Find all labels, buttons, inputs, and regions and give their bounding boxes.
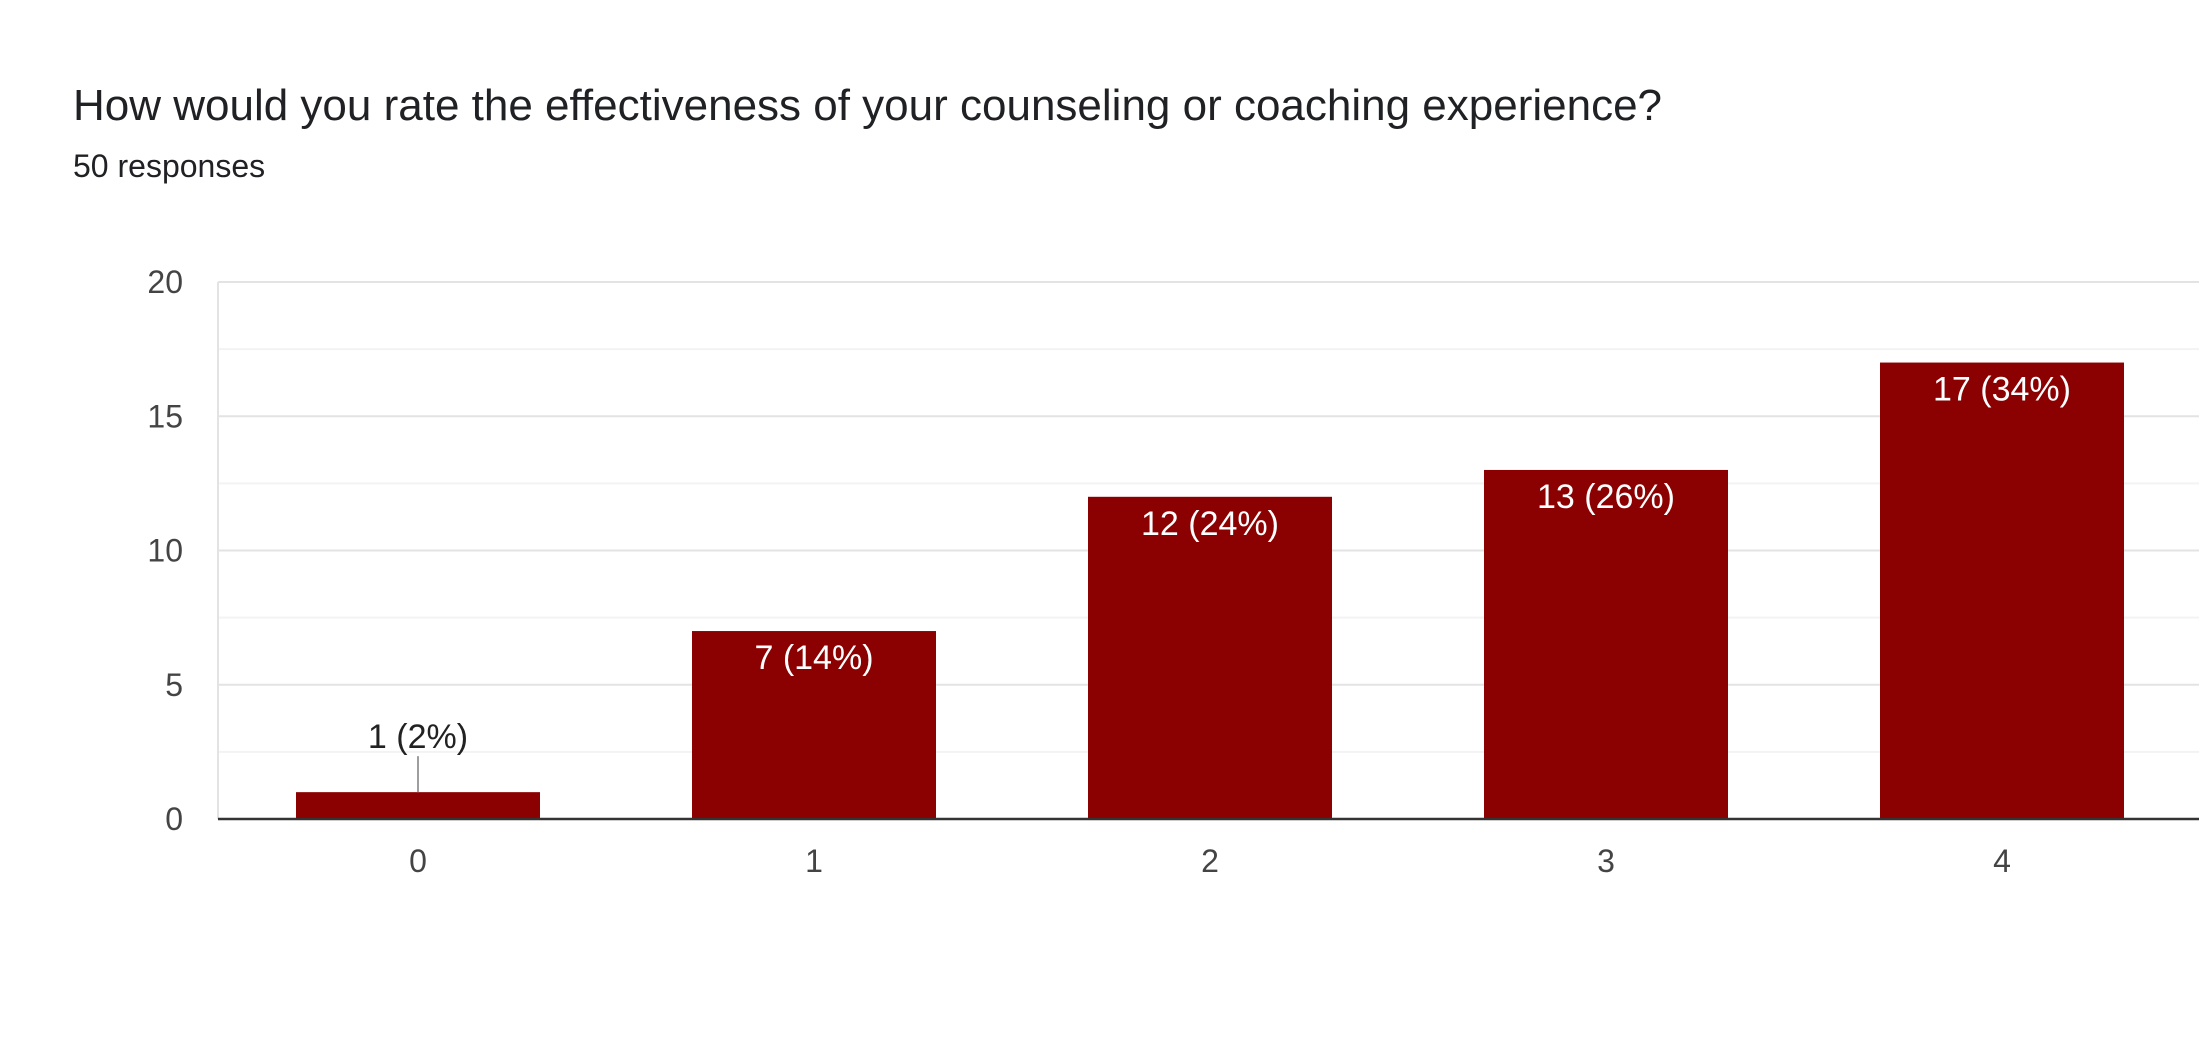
y-tick-label: 0 [165, 801, 183, 837]
bars [296, 362, 2124, 819]
y-tick-label: 5 [165, 667, 183, 703]
bar-data-labels: 1 (2%) 7 (14%) 12 (24%) 13 (26%) 17 (34%) [368, 371, 2071, 793]
bar-data-label: 17 (34%) [1933, 371, 2071, 409]
y-tick-label: 15 [147, 398, 183, 434]
x-axis-ticks: 0 1 2 3 4 [409, 843, 2011, 879]
y-axis-ticks: 0 5 10 15 20 [147, 264, 183, 837]
x-tick-label: 1 [805, 843, 823, 879]
y-tick-label: 10 [147, 533, 183, 569]
bar-2 [1088, 496, 1332, 819]
bar-data-label: 13 (26%) [1537, 478, 1675, 516]
x-tick-label: 2 [1201, 843, 1219, 879]
bar-4 [1880, 362, 2124, 819]
question-title: How would you rate the effectiveness of … [73, 81, 1663, 130]
bar-data-label: 12 (24%) [1141, 505, 1279, 543]
bar-3 [1484, 469, 1728, 819]
bar-data-label: 1 (2%) [368, 718, 468, 756]
x-tick-label: 4 [1993, 843, 2011, 879]
y-tick-label: 20 [147, 264, 183, 300]
bar-1 [692, 631, 936, 819]
x-tick-label: 3 [1597, 843, 1615, 879]
x-tick-label: 0 [409, 843, 427, 879]
response-count: 50 responses [73, 148, 266, 184]
bar-data-label: 7 (14%) [754, 639, 873, 677]
bar-0 [296, 792, 540, 819]
